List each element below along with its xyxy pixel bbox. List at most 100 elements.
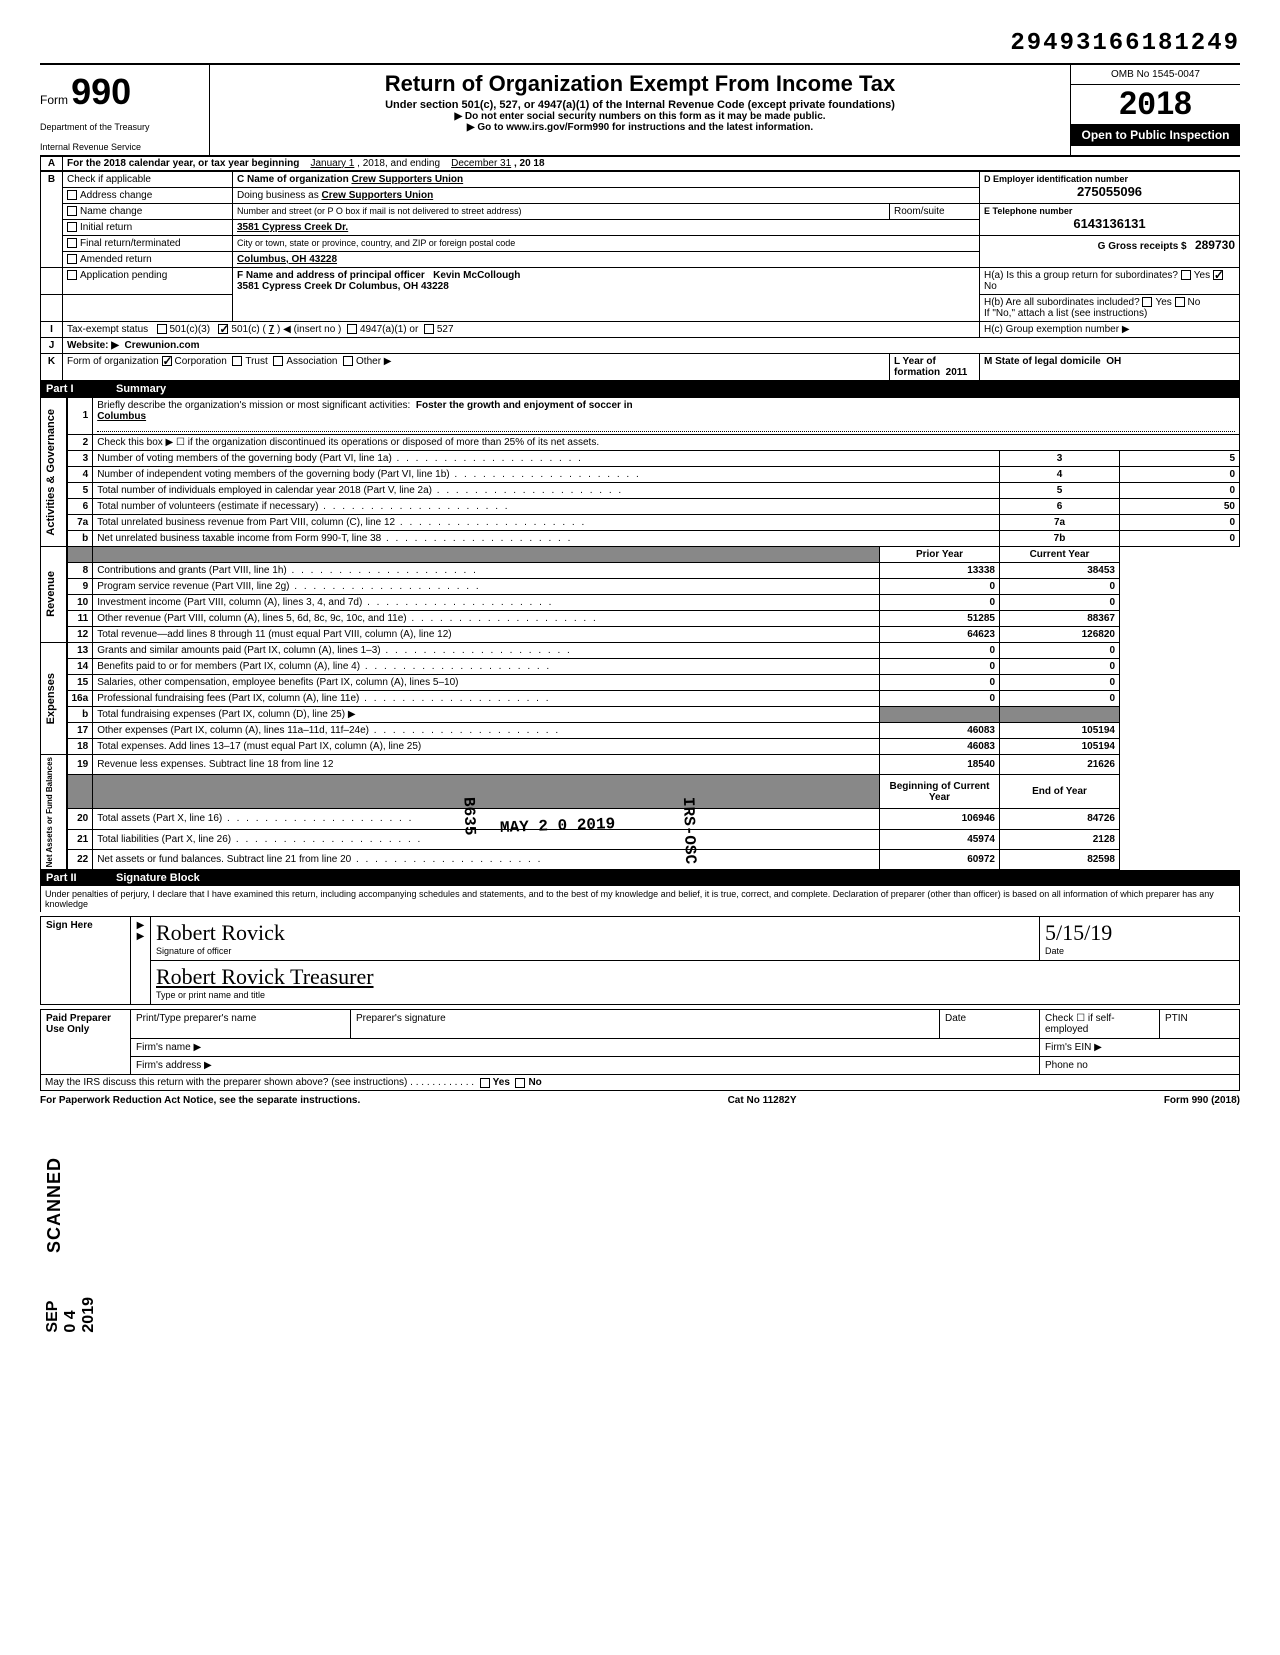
stamp-irs-osc: IRS-OSC	[679, 796, 699, 864]
city-state-zip: Columbus, OH 43228	[237, 254, 337, 265]
line11-prior: 51285	[880, 610, 1000, 626]
stamp-date: MAY 2 0 2019	[500, 815, 616, 837]
checkbox-ha-no[interactable]	[1213, 270, 1223, 280]
line16b-text: Total fundraising expenses (Part IX, col…	[93, 706, 880, 722]
line14-text: Benefits paid to or for members (Part IX…	[93, 658, 880, 674]
state-domicile-label: M State of legal domicile	[984, 356, 1101, 367]
line4-text: Number of independent voting members of …	[93, 466, 1000, 482]
irs-discuss-text: May the IRS discuss this return with the…	[45, 1077, 407, 1088]
tax-year-end-month: December 31	[451, 158, 511, 169]
part1-header: Part I Summary	[40, 381, 1240, 397]
line16a-current: 0	[1000, 690, 1120, 706]
checkbox-assoc[interactable]	[273, 356, 283, 366]
form-prefix: Form	[40, 93, 68, 107]
sep-date-stamp: SEP 0 4 2019	[44, 1297, 98, 1333]
checkbox-corp[interactable]	[162, 356, 172, 366]
checkbox-name-change[interactable]	[67, 206, 77, 216]
checkbox-amended[interactable]	[67, 254, 77, 264]
line10-prior: 0	[880, 594, 1000, 610]
side-expenses: Expenses	[45, 673, 57, 724]
line7a-val: 0	[1120, 514, 1240, 530]
line6-num: 6	[1000, 498, 1120, 514]
line5-text: Total number of individuals employed in …	[93, 482, 1000, 498]
checkbox-final-return[interactable]	[67, 238, 77, 248]
line13-current: 0	[1000, 642, 1120, 658]
line8-text: Contributions and grants (Part VIII, lin…	[93, 562, 880, 578]
line22-current: 82598	[1000, 849, 1120, 869]
line12-prior: 64623	[880, 626, 1000, 642]
checkbox-501c3[interactable]	[157, 324, 167, 334]
checkbox-527[interactable]	[424, 324, 434, 334]
hdr-current-year: Current Year	[1000, 546, 1120, 562]
line3-val: 5	[1120, 450, 1240, 466]
checkbox-discuss-yes[interactable]	[480, 1078, 490, 1088]
no-label: No	[984, 281, 997, 292]
part2-header: Part II Signature Block	[40, 870, 1240, 886]
line19-current: 21626	[1000, 754, 1120, 774]
part1-label: Part I	[46, 383, 116, 395]
501c-number: 7	[269, 324, 275, 335]
org-name-label: C Name of organization	[237, 174, 349, 185]
opt-amended: Amended return	[80, 254, 152, 265]
line3-num: 3	[1000, 450, 1120, 466]
year-formation-label: L Year of formation	[894, 356, 940, 378]
addr-label: Number and street (or P O box if mail is…	[237, 206, 521, 216]
officer-printed-name: Robert Rovick Treasurer	[156, 964, 374, 989]
checkbox-501c[interactable]	[218, 324, 228, 334]
opt-assoc: Association	[286, 356, 337, 367]
line12-current: 126820	[1000, 626, 1120, 642]
ein-value: 275055096	[984, 184, 1235, 199]
subordinates-label: H(b) Are all subordinates included?	[984, 297, 1140, 308]
preparer-name-label: Print/Type preparer's name	[131, 1010, 351, 1039]
discuss-no: No	[528, 1077, 541, 1088]
checkbox-4947[interactable]	[347, 324, 357, 334]
line5-val: 0	[1120, 482, 1240, 498]
dept-treasury: Department of the Treasury	[40, 123, 201, 133]
tax-year-end: , 20 18	[514, 158, 545, 169]
line16a-text: Professional fundraising fees (Part IX, …	[93, 690, 880, 706]
checkbox-trust[interactable]	[232, 356, 242, 366]
form-year: 2018	[1071, 85, 1240, 124]
tax-year-begin: January 1	[310, 158, 354, 169]
line6-text: Total number of volunteers (estimate if …	[93, 498, 1000, 514]
side-net-assets: Net Assets or Fund Balances	[45, 757, 54, 867]
line9-text: Program service revenue (Part VIII, line…	[93, 578, 880, 594]
hdr-end: End of Year	[1000, 775, 1120, 809]
checkbox-ha-yes[interactable]	[1181, 270, 1191, 280]
officer-signature: Robert Rovick	[156, 920, 285, 945]
line18-text: Total expenses. Add lines 13–17 (must eq…	[93, 738, 880, 754]
checkbox-hb-yes[interactable]	[1142, 297, 1152, 307]
line5-num: 5	[1000, 482, 1120, 498]
part2-title: Signature Block	[116, 872, 200, 884]
signature-date: 5/15/19	[1045, 920, 1112, 945]
line9-prior: 0	[880, 578, 1000, 594]
omb-number: OMB No 1545-0047	[1071, 65, 1240, 85]
form-subtitle: Under section 501(c), 527, or 4947(a)(1)…	[218, 99, 1062, 111]
gross-receipts-value: 289730	[1195, 238, 1235, 252]
open-to-public: Open to Public Inspection	[1071, 124, 1240, 146]
line1-label: Briefly describe the organization's miss…	[97, 400, 410, 411]
form-note-url: ▶ Go to www.irs.gov/Form990 for instruct…	[218, 122, 1062, 133]
footer-pra: For Paperwork Reduction Act Notice, see …	[40, 1095, 360, 1106]
checkbox-address-change[interactable]	[67, 190, 77, 200]
officer-name: Kevin McCollough	[433, 270, 520, 281]
line18-prior: 46083	[880, 738, 1000, 754]
checkbox-other[interactable]	[343, 356, 353, 366]
firm-phone-label: Phone no	[1040, 1057, 1240, 1075]
org-name: Crew Supporters Union	[351, 174, 463, 185]
checkbox-hb-no[interactable]	[1175, 297, 1185, 307]
checkbox-discuss-no[interactable]	[515, 1078, 525, 1088]
perjury-statement: Under penalties of perjury, I declare th…	[40, 886, 1240, 912]
opt-527: 527	[437, 324, 454, 335]
opt-501c3: 501(c)(3)	[170, 324, 211, 335]
firm-addr-label: Firm's address ▶	[131, 1057, 1040, 1075]
checkbox-initial-return[interactable]	[67, 222, 77, 232]
firm-name-label: Firm's name ▶	[131, 1039, 1040, 1057]
checkbox-app-pending[interactable]	[67, 270, 77, 280]
line-a-text: For the 2018 calendar year, or tax year …	[67, 158, 299, 169]
form-org-label: Form of organization	[67, 356, 159, 367]
opt-address-change: Address change	[80, 190, 152, 201]
line11-text: Other revenue (Part VIII, column (A), li…	[93, 610, 880, 626]
website-value: Crewunion.com	[125, 340, 200, 351]
line7b-text: Net unrelated business taxable income fr…	[93, 530, 1000, 546]
